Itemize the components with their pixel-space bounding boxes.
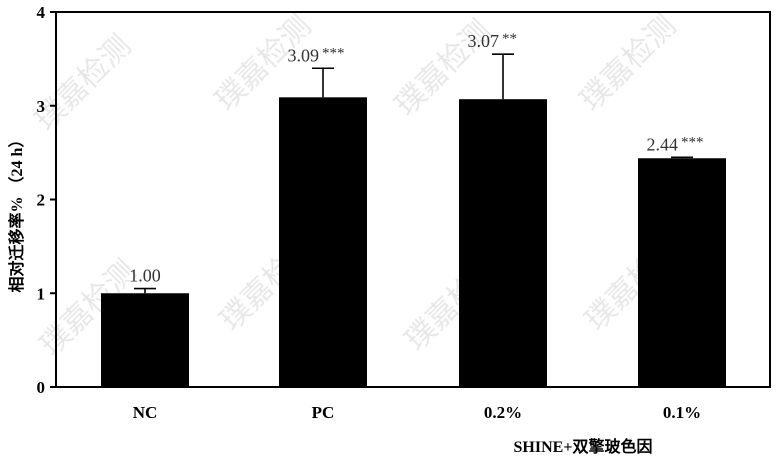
data-label: 2.44 [647, 134, 679, 154]
x-tick-label: NC [133, 403, 158, 422]
significance-marker: *** [681, 134, 704, 150]
data-label: 3.07 [468, 31, 500, 51]
y-axis-label: 相对迁移率% （24 h） [7, 132, 26, 293]
bar-PC [279, 97, 367, 387]
x-tick-label: PC [312, 403, 335, 422]
significance-marker: *** [322, 45, 345, 61]
y-tick-label: 0 [37, 378, 46, 397]
data-label: 1.00 [129, 266, 161, 286]
y-tick-label: 1 [37, 284, 46, 303]
y-tick-label: 3 [37, 97, 46, 116]
watermark-text: 璞嘉检测 [573, 8, 683, 118]
x-tick-label: 0.1% [663, 403, 701, 422]
x-tick-label: 0.2% [484, 403, 522, 422]
bar-NC [101, 293, 189, 387]
bar-0.2% [459, 99, 547, 387]
y-tick-label: 4 [37, 3, 46, 22]
y-tick-label: 2 [37, 191, 46, 210]
significance-marker: ** [502, 31, 517, 47]
x-axis-label: SHINE+双擎玻色因 [514, 437, 653, 456]
bar-0.1% [638, 158, 726, 387]
watermark-text: 璞嘉检测 [28, 28, 138, 138]
data-label: 3.09 [288, 45, 320, 65]
